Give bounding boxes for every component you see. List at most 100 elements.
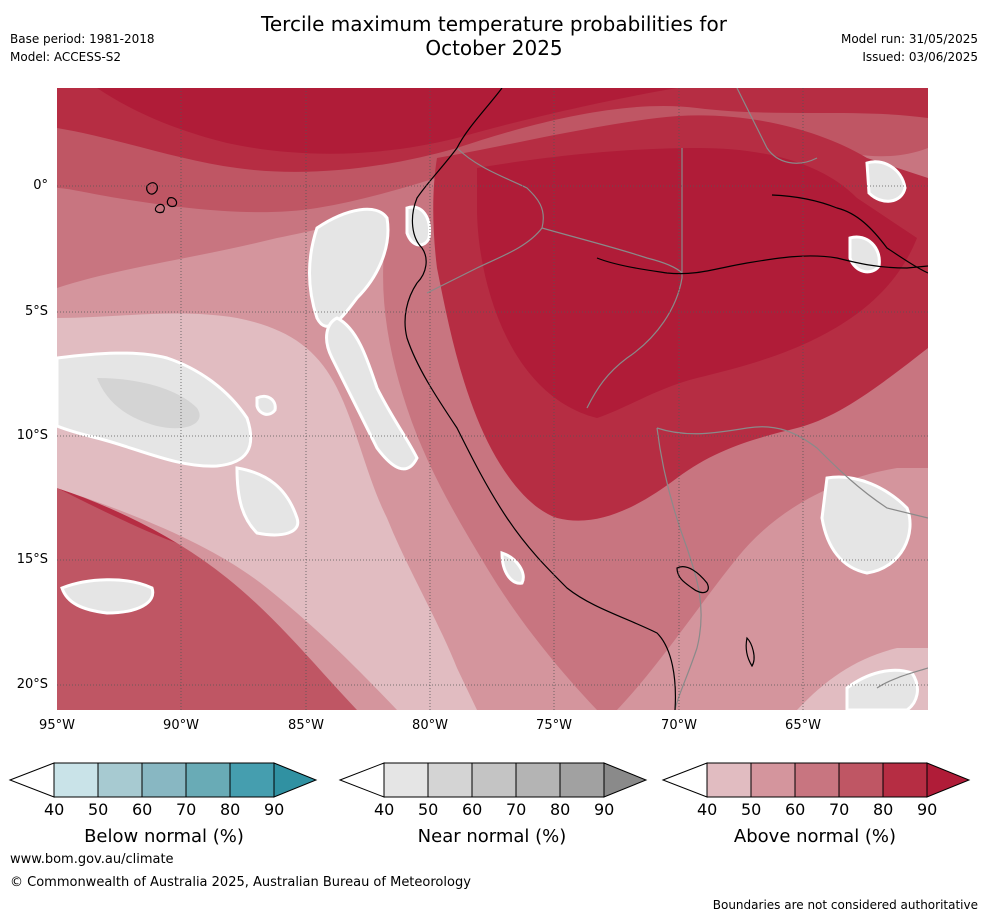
legend-near-bin-4 (516, 763, 560, 797)
legend-above-arrow-left (661, 762, 708, 798)
legend-near-title: Near normal (%) (417, 826, 567, 847)
legend-near-bin-2 (428, 763, 472, 797)
map-canvas (57, 88, 928, 710)
border-ecuador-peru (426, 147, 544, 294)
legend-near-tick-60: 60 (462, 800, 483, 819)
legend-above-title: Above normal (%) (733, 826, 897, 847)
lon-label-65w: 65°W (785, 718, 821, 733)
legend-below-tick-80: 80 (220, 800, 241, 819)
legend-below-tick-40: 40 (44, 800, 65, 819)
legend-near-bin-5 (560, 763, 604, 797)
legend-above-tick-70: 70 (829, 800, 850, 819)
footer-disclaimer: Boundaries are not considered authoritat… (712, 898, 978, 912)
near-normal-patch-south (60, 578, 155, 615)
legend-near-bin-1 (384, 763, 428, 797)
legend-above-dividers (750, 763, 884, 797)
legend-above-frame (706, 762, 928, 798)
country-boundaries (426, 88, 928, 710)
legend-above-bin-2 (751, 763, 795, 797)
near-normal-patch-ne (865, 160, 907, 203)
island-galapagos-2 (166, 197, 178, 208)
near-normal-patch-east (820, 475, 912, 575)
legend-above-tick-60: 60 (785, 800, 806, 819)
legend-below-bin-1 (54, 763, 98, 797)
near-normal-patch-coastal (325, 316, 419, 471)
near-normal-patch-sw (235, 466, 300, 537)
lon-label-80w: 80°W (412, 718, 448, 733)
footer-copyright: © Commonwealth of Australia 2025, Austra… (10, 875, 471, 890)
legend-above-bin-3 (795, 763, 839, 797)
gridlines (57, 88, 928, 710)
legend-below-title: Below normal (%) (84, 826, 244, 847)
legend-above-bin-5 (883, 763, 927, 797)
lon-label-95w: 95°W (39, 718, 75, 733)
coastlines (146, 88, 928, 710)
legend-near-tick-70: 70 (506, 800, 527, 819)
region-above-90-north (97, 88, 677, 154)
lon-label-75w: 75°W (536, 718, 572, 733)
legend-near-tick-50: 50 (418, 800, 439, 819)
lat-label-0: 0° (33, 178, 48, 193)
map-title: Tercile maximum temperature probabilitie… (0, 12, 988, 60)
legend-above-tick-50: 50 (741, 800, 762, 819)
border-colombia-peru (541, 227, 683, 274)
legend-below-bin-4 (186, 763, 230, 797)
legend-near-dividers (427, 763, 561, 797)
near-normal-patches (57, 160, 919, 710)
coastline-west-sa (404, 88, 676, 710)
border-brazil-peru (586, 148, 683, 409)
border-peru-bolivia-chile (656, 427, 702, 710)
border-colombia-venezuela (736, 88, 818, 164)
legend-below-tick-50: 50 (88, 800, 109, 819)
river-amazon (596, 255, 928, 275)
legend-above-tick-40: 40 (697, 800, 718, 819)
title-line1: Tercile maximum temperature probabilitie… (261, 12, 727, 36)
lat-label-5s: 5°S (24, 304, 48, 319)
island-galapagos-1 (146, 182, 158, 195)
model-name: Model: ACCESS-S2 (10, 50, 122, 64)
legend-below-tick-70: 70 (176, 800, 197, 819)
lake-titicaca (676, 566, 709, 594)
legend-near-arrow-right (603, 762, 648, 798)
lat-label-20s: 20°S (16, 677, 48, 692)
near-normal-patch-dot (255, 394, 277, 416)
lat-label-10s: 10°S (16, 428, 48, 443)
model-run: Model run: 31/05/2025 (840, 32, 978, 46)
legend-near-tick-40: 40 (374, 800, 395, 819)
legend-below-tick-60: 60 (132, 800, 153, 819)
legend-below-arrow-right (273, 762, 318, 798)
legend-below-bin-3 (142, 763, 186, 797)
meta-right: Model run: 31/05/2025 Issued: 03/06/2025 (841, 30, 978, 66)
border-south-east (876, 667, 928, 689)
border-bolivia-brazil (656, 426, 928, 519)
legend-near-tick-90: 90 (594, 800, 615, 819)
lake-poopo (745, 636, 755, 668)
lon-label-90w: 90°W (163, 718, 199, 733)
legend-above-tick-90: 90 (917, 800, 938, 819)
region-above-90-interior (477, 148, 917, 418)
near-normal-inner-west (97, 378, 200, 429)
legend-below-dividers (97, 763, 231, 797)
probability-map (57, 88, 928, 710)
legend-above-tick-80: 80 (873, 800, 894, 819)
base-period: Base period: 1981-2018 (10, 32, 155, 46)
legend-above-bin-1 (707, 763, 751, 797)
legend-below-arrow-left (8, 762, 55, 798)
river-branch (771, 194, 928, 274)
legend-near-tick-80: 80 (550, 800, 571, 819)
legend-near-bin-3 (472, 763, 516, 797)
legend-above-bin-4 (839, 763, 883, 797)
footer-website: www.bom.gov.au/climate (10, 852, 174, 867)
meta-left: Base period: 1981-2018 Model: ACCESS-S2 (10, 30, 155, 66)
island-galapagos-3 (154, 203, 165, 214)
legend-above-normal (661, 762, 971, 798)
legend-below-bin-5 (230, 763, 274, 797)
legend-below-tick-90: 90 (264, 800, 285, 819)
legend-below-bin-2 (98, 763, 142, 797)
legend-below-normal (8, 762, 318, 798)
legend-below-frame (53, 762, 275, 798)
lon-label-85w: 85°W (288, 718, 324, 733)
lon-label-70w: 70°W (661, 718, 697, 733)
legend-near-arrow-left (338, 762, 385, 798)
title-line2: October 2025 (425, 36, 563, 60)
